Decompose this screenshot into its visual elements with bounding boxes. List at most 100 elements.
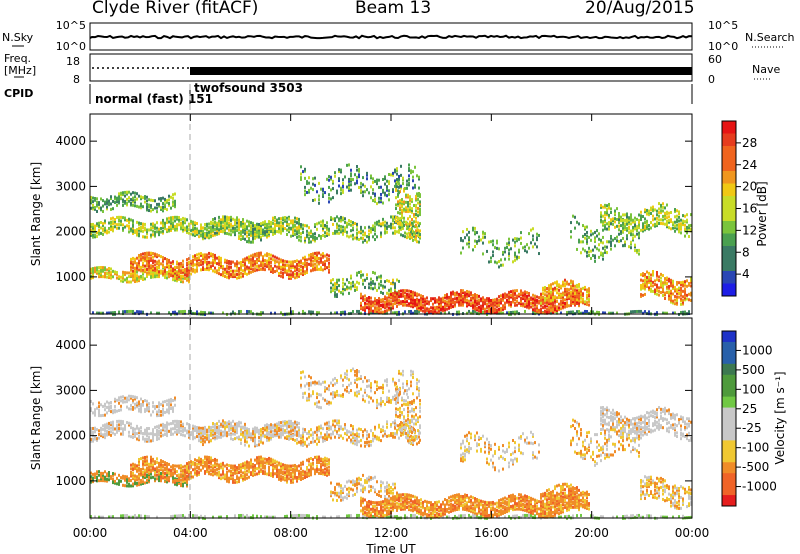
echo-cell [578,311,580,315]
echo-cell [230,265,232,269]
echo-cell [409,197,411,201]
echo-cell [494,301,496,305]
echo-cell [472,301,474,305]
echo-cell [162,205,164,209]
echo-cell [244,430,246,434]
echo-cell [528,291,530,295]
echo-cell [148,228,150,232]
echo-cell [212,225,214,229]
echo-cell [302,223,304,227]
echo-cell [404,294,406,298]
echo-cell [132,426,134,430]
echo-cell [594,245,596,249]
echo-cell [510,304,512,308]
echo-cell [216,221,218,225]
echo-cell [280,229,282,233]
echo-cell [516,239,518,243]
echo-cell [206,264,208,268]
echo-cell [118,401,120,405]
echo-cell [222,220,224,224]
freq-label-line2: [MHz] [4,64,37,77]
echo-cell [516,237,518,241]
echo-cell [228,423,230,427]
echo-cell [92,200,94,204]
echo-cell [200,426,202,430]
echo-cell [404,187,406,191]
echo-cell [170,274,172,278]
echo-cell [417,234,419,238]
echo-cell [156,260,158,264]
echo-cell [642,282,644,286]
echo-cell [448,304,450,308]
echo-cell [172,226,174,230]
echo-cell [648,271,650,275]
echo-cell [136,426,138,430]
echo-cell [252,231,254,235]
echo-cell [650,208,652,212]
echo-cell [686,297,688,301]
echo-cell [310,256,312,260]
echo-cell [272,218,274,222]
echo-cell [364,285,366,289]
echo-cell [192,435,194,439]
echo-cell [364,303,366,307]
nsearch-tick-top: 10^5 [708,19,738,32]
echo-cell [330,281,332,285]
echo-cell [394,229,396,233]
echo-cell [612,217,614,221]
echo-cell [606,245,608,249]
echo-cell [690,279,692,283]
echo-cell [168,405,170,409]
echo-cell [108,266,110,270]
echo-cell [204,236,206,240]
echo-cell [300,223,302,227]
echo-cell [644,210,646,214]
echo-cell [160,226,162,230]
echo-cell [660,272,662,276]
echo-cell [492,243,494,247]
echo-cell [580,251,582,255]
echo-cell [166,276,168,280]
echo-cell [648,310,650,314]
echo-cell [514,255,516,259]
echo-cell [466,233,468,237]
echo-cell [572,214,574,218]
echo-cell [524,304,526,308]
echo-cell [100,426,102,430]
echo-cell [444,306,446,310]
echo-cell [90,427,92,431]
echo-cell [226,266,228,270]
echo-cell [90,269,92,273]
echo-cell [560,299,562,303]
echo-cell [646,279,648,283]
echo-cell [419,234,421,238]
nsky-label: N.Sky [2,31,34,44]
echo-cell [114,225,116,229]
echo-cell [370,277,372,281]
echo-cell [378,300,380,304]
echo-cell [636,309,638,313]
echo-cell [684,298,686,302]
echo-cell [144,257,146,261]
echo-cell [188,273,190,277]
echo-cell [280,274,282,278]
echo-cell [452,292,454,296]
echo-cell [272,254,274,258]
echo-cell [572,285,574,289]
echo-cell [218,266,220,270]
echo-cell [194,268,196,272]
echo-cell [548,293,550,297]
echo-cell [368,308,370,312]
echo-cell [546,302,548,306]
echo-cell [192,224,194,228]
echo-cell [384,300,386,304]
echo-cell [228,272,230,276]
echo-cell [592,232,594,236]
echo-cell [250,310,252,314]
echo-cell [234,228,236,232]
echo-cell [348,179,350,183]
echo-cell [482,241,484,245]
echo-cell [150,270,152,274]
echo-cell [398,185,400,189]
echo-cell [190,261,192,265]
